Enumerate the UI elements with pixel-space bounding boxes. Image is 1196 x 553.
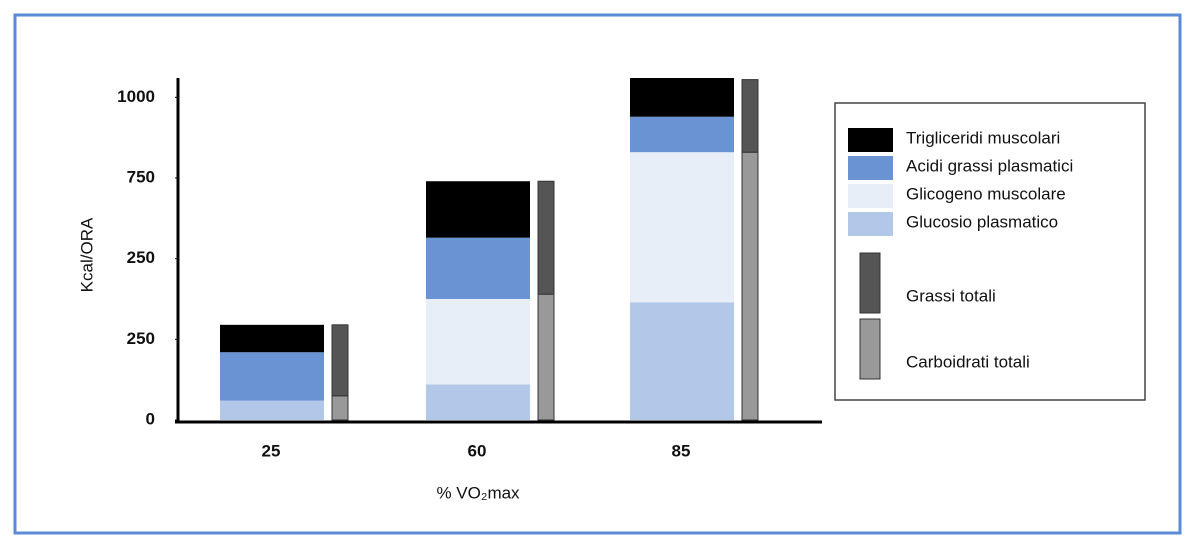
legend-label: Carboidrati totali (906, 352, 1030, 371)
y-tick-label: 1000 (117, 87, 155, 106)
legend-label: Glucosio plasmatico (906, 212, 1058, 231)
bar-segment (331, 395, 349, 421)
legend-label: Glicogeno muscolare (906, 184, 1066, 203)
legend-label: Trigliceridi muscolari (906, 128, 1060, 147)
bar-segment (426, 299, 530, 385)
y-tick-label: 750 (127, 168, 155, 187)
legend-label: Grassi totali (906, 286, 996, 305)
legend-swatch (848, 212, 893, 236)
x-axis-label: % VO₂max (436, 483, 520, 502)
legend-swatch (848, 156, 893, 180)
x-tick-label: 60 (468, 441, 487, 460)
bar-segment (220, 352, 324, 401)
legend-swatch (859, 318, 881, 380)
bar-segment (426, 237, 530, 300)
y-tick-label: 250 (127, 329, 155, 348)
bar-segment (331, 324, 349, 397)
bar-segment (426, 181, 530, 238)
legend-swatch (859, 252, 881, 314)
bar-segment (537, 180, 555, 295)
bar-segment (630, 116, 734, 153)
bar-segment (630, 302, 734, 420)
y-tick-label: 250 (127, 248, 155, 267)
bar-segment (741, 79, 759, 153)
bar-segment (630, 152, 734, 303)
x-tick-label: 85 (672, 441, 691, 460)
y-tick-label: 0 (146, 409, 155, 428)
legend-swatch (848, 184, 893, 208)
bar-segment (426, 384, 530, 420)
x-tick-label: 25 (262, 441, 281, 460)
bar-segment (537, 293, 555, 421)
bar-segment (741, 151, 759, 421)
bar-segment (630, 78, 734, 117)
bar-segment (220, 400, 324, 420)
legend-label: Acidi grassi plasmatici (906, 156, 1073, 175)
bar-segment (220, 324, 324, 353)
y-axis-label: Kcal/ORA (77, 217, 96, 292)
legend-swatch (848, 128, 893, 152)
legend-box (834, 102, 1146, 401)
